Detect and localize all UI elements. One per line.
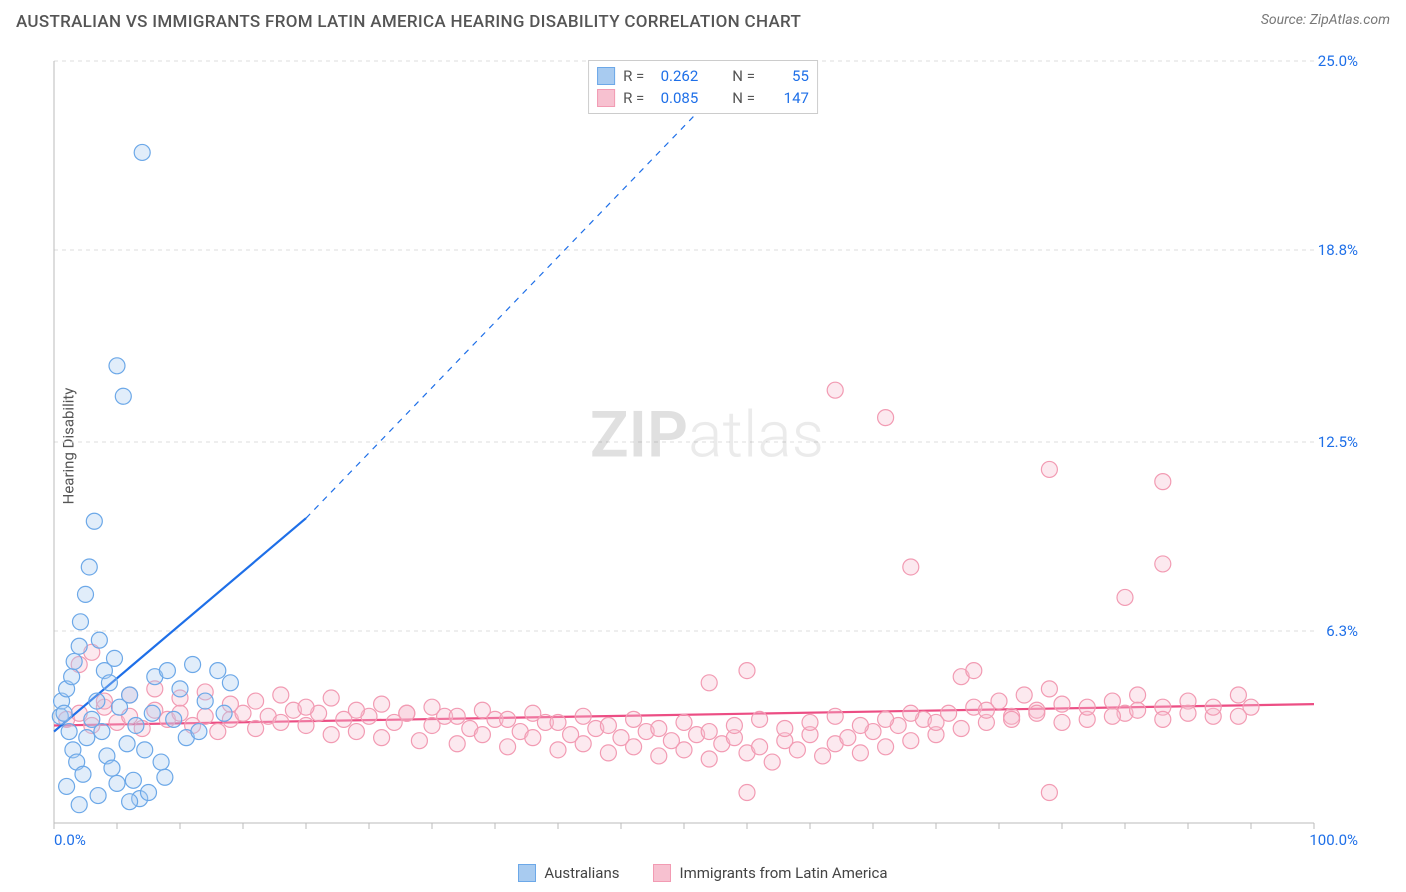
legend-swatch bbox=[597, 67, 615, 85]
legend-label: Australians bbox=[544, 864, 619, 882]
correlation-legend: R =0.262N =55R =0.085N =147 bbox=[588, 60, 818, 114]
legend-swatch bbox=[597, 89, 615, 107]
legend-item: Australians bbox=[518, 864, 619, 882]
svg-text:25.0%: 25.0% bbox=[1318, 55, 1358, 70]
series-legend: Australians Immigrants from Latin America bbox=[0, 864, 1406, 882]
svg-text:18.8%: 18.8% bbox=[1318, 241, 1358, 259]
legend-row: R =0.262N =55 bbox=[597, 65, 809, 87]
legend-swatch bbox=[518, 864, 536, 882]
scatter-chart: 6.3% 12.5% 18.8% 25.0% 0.0% 100.0% bbox=[50, 55, 1364, 847]
legend-item: Immigrants from Latin America bbox=[653, 864, 887, 882]
svg-text:12.5%: 12.5% bbox=[1318, 433, 1358, 451]
svg-text:100.0%: 100.0% bbox=[1309, 831, 1358, 847]
legend-label: Immigrants from Latin America bbox=[679, 864, 887, 882]
chart-title: AUSTRALIAN VS IMMIGRANTS FROM LATIN AMER… bbox=[16, 12, 801, 32]
plot-area: 6.3%12.5%18.8%25.0%0.0%100.0% ZIPatlas bbox=[50, 55, 1364, 847]
svg-text:0.0%: 0.0% bbox=[54, 831, 86, 847]
source-label: Source: ZipAtlas.com bbox=[1261, 12, 1390, 28]
legend-row: R =0.085N =147 bbox=[597, 87, 809, 109]
legend-swatch bbox=[653, 864, 671, 882]
chart-header: AUSTRALIAN VS IMMIGRANTS FROM LATIN AMER… bbox=[0, 0, 1406, 40]
svg-text:6.3%: 6.3% bbox=[1326, 622, 1358, 640]
